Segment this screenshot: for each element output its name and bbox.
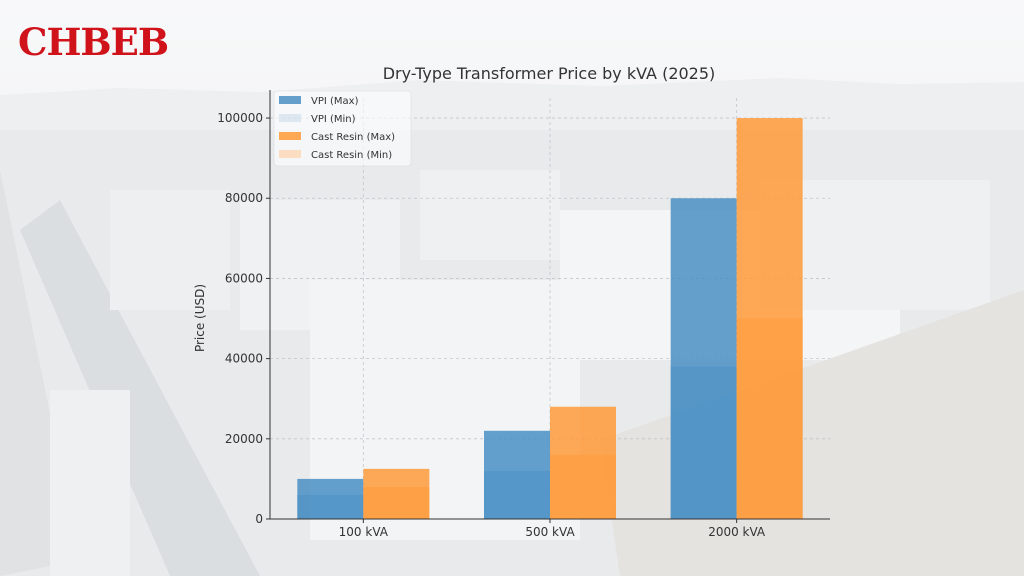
y-tick-label: 100000 — [217, 111, 263, 125]
x-tick-label: 500 kVA — [525, 525, 575, 539]
bar-vpi-min — [670, 366, 737, 519]
legend-swatch — [279, 96, 301, 104]
bars — [297, 118, 803, 520]
chart-title: Dry-Type Transformer Price by kVA (2025) — [383, 64, 716, 83]
y-tick-label: 80000 — [225, 191, 263, 205]
legend-label: VPI (Max) — [311, 96, 359, 107]
legend-label: VPI (Min) — [311, 114, 356, 125]
y-tick-label: 0 — [255, 512, 263, 526]
legend-swatch — [279, 114, 301, 122]
legend-swatch — [279, 132, 301, 140]
legend-swatch — [279, 150, 301, 158]
bar-vpi-min — [297, 494, 364, 519]
bar-cast-resin-min — [363, 486, 430, 519]
bar-vpi-min — [484, 470, 550, 519]
y-tick-label: 40000 — [225, 352, 263, 366]
bar-cast-resin-min — [736, 318, 803, 519]
x-tick-label: 100 kVA — [339, 525, 389, 539]
legend-box — [273, 90, 412, 167]
bar-cast-resin-min — [550, 454, 616, 519]
brand-logo: CHBEB — [18, 20, 169, 64]
legend-label: Cast Resin (Max) — [311, 132, 395, 143]
x-tick-label: 2000 kVA — [708, 525, 766, 539]
legend: VPI (Max) VPI (Min) Cast Resin (Max) Cast R… — [273, 90, 412, 167]
y-tick-label: 20000 — [225, 432, 263, 446]
y-axis-title: Price (USD) — [193, 284, 207, 352]
axes: 0 20000 40000 60000 80000 100000 100 kVA 500 kV… — [217, 90, 830, 539]
legend-label: Cast Resin (Min) — [311, 150, 392, 161]
y-tick-label: 60000 — [225, 271, 263, 285]
